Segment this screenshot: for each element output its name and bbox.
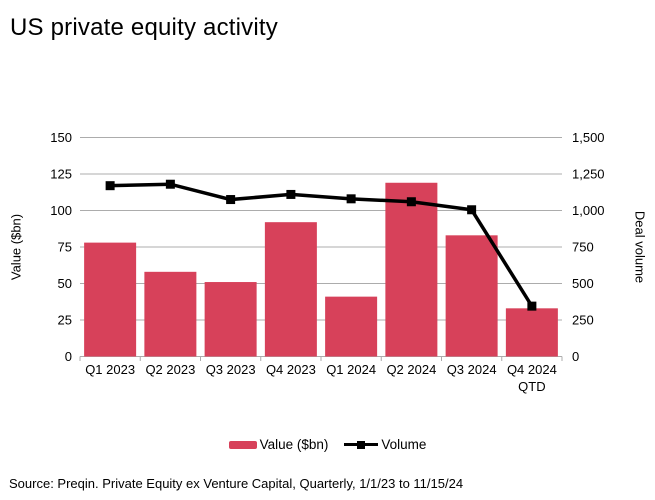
- left-axis-tick-label: 75: [58, 240, 72, 255]
- x-axis-category-label: Q4 2024 QTD: [507, 362, 557, 394]
- volume-marker: [286, 189, 296, 199]
- volume-marker: [165, 179, 175, 189]
- left-axis-tick-label: 0: [65, 349, 72, 364]
- right-axis-tick-label: 0: [572, 349, 579, 364]
- source-note: Source: Preqin. Private Equity ex Ventur…: [9, 476, 464, 491]
- left-axis-tick-label: 100: [50, 203, 72, 218]
- value-bar: [204, 282, 257, 357]
- volume-marker: [406, 197, 416, 207]
- volume-marker: [346, 194, 356, 204]
- value-bar: [264, 222, 317, 357]
- x-axis-category-label: Q1 2023: [85, 362, 135, 377]
- left-axis-tick-label: 125: [50, 167, 72, 182]
- volume-line: [110, 182, 534, 308]
- legend-item-volume: Volume: [344, 437, 426, 452]
- value-bar: [385, 182, 438, 357]
- x-axis-category-label: Q3 2023: [206, 362, 256, 377]
- volume-legend-marker: [344, 440, 379, 449]
- chart-legend: Value ($bn) Volume: [0, 437, 655, 452]
- volume-marker: [527, 301, 537, 311]
- left-axis-tick-label: 150: [50, 130, 72, 145]
- right-axis-tick-label: 1,250: [572, 167, 605, 182]
- value-legend-swatch: [228, 440, 257, 449]
- volume-marker: [467, 205, 477, 215]
- value-bar: [445, 235, 498, 357]
- left-axis-tick-label: 25: [58, 313, 72, 328]
- left-axis-tick-label: 50: [58, 276, 72, 291]
- right-axis-tick-label: 1,500: [572, 130, 605, 145]
- legend-item-value: Value ($bn): [228, 437, 329, 452]
- x-axis-category-label: Q3 2024: [447, 362, 497, 377]
- value-bar: [325, 296, 378, 357]
- volume-marker: [105, 181, 115, 191]
- chart-title: US private equity activity: [10, 14, 278, 41]
- value-bar: [144, 271, 197, 357]
- value-bar: [84, 242, 137, 357]
- x-axis-category-label: Q4 2023: [266, 362, 316, 377]
- right-axis-tick-label: 250: [572, 313, 594, 328]
- volume-legend-label: Volume: [381, 437, 427, 452]
- volume-legend-square: [357, 440, 366, 449]
- x-axis-category-label: Q2 2024: [386, 362, 436, 377]
- x-axis-category-label: Q2 2023: [145, 362, 195, 377]
- right-axis-tick-label: 500: [572, 276, 594, 291]
- value-bar: [505, 308, 558, 357]
- right-axis-tick-label: 750: [572, 240, 594, 255]
- x-axis-category-label: Q1 2024: [326, 362, 376, 377]
- right-axis-tick-label: 1,000: [572, 203, 605, 218]
- volume-marker: [226, 195, 236, 205]
- value-legend-label: Value ($bn): [259, 437, 329, 452]
